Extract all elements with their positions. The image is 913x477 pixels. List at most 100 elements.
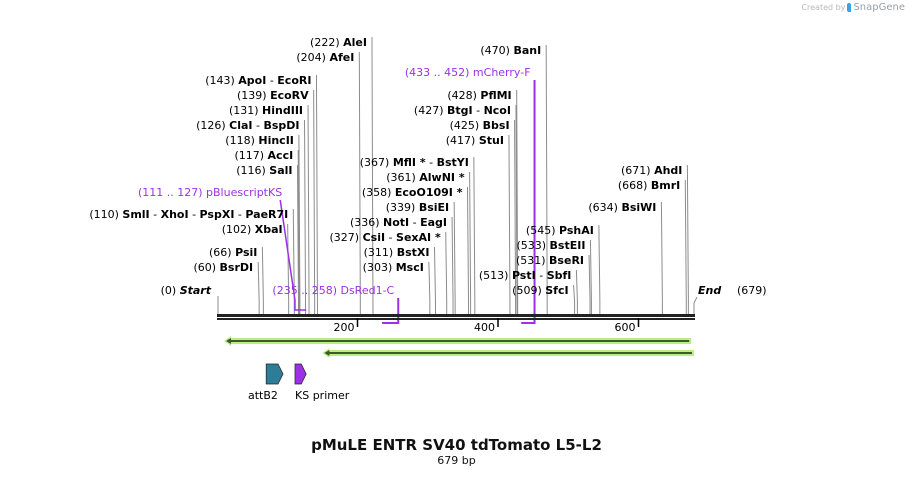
enzyme-name: BstXI xyxy=(397,246,430,259)
enzyme-name: PflMI xyxy=(480,89,511,102)
enzyme-label[interactable]: (427) BtgI - NcoI xyxy=(414,104,511,117)
primer-label[interactable]: (111 .. 127) pBluescriptKS xyxy=(138,186,282,199)
credit-prefix: Created by xyxy=(801,3,846,12)
enzyme-name: EcoRV xyxy=(270,89,309,102)
enzyme-label[interactable]: (66) PsiI xyxy=(209,246,257,259)
enzyme-position: (417) xyxy=(446,134,479,147)
enzyme-position: (533) xyxy=(516,239,549,252)
enzyme-name: XhoI xyxy=(161,208,189,221)
bottom-strand xyxy=(217,318,695,320)
enzyme-name: ClaI xyxy=(229,119,252,132)
enzyme-label[interactable]: (139) EcoRV xyxy=(237,89,309,102)
enzyme-leader xyxy=(428,261,431,314)
enzyme-name: BstYI xyxy=(437,156,469,169)
enzyme-label[interactable]: (339) BsiEI xyxy=(386,201,449,214)
enzyme-name: CsiI xyxy=(363,231,385,244)
enzyme-name: SalI xyxy=(269,164,292,177)
enzyme-name: AccI xyxy=(268,149,294,162)
enzyme-position: (143) xyxy=(205,74,238,87)
top-strand xyxy=(217,314,695,317)
enzyme-label[interactable]: (327) CsiI - SexAI * xyxy=(330,231,441,244)
enzyme-label[interactable]: (102) XbaI xyxy=(222,223,283,236)
enzyme-position: (513) xyxy=(479,269,512,282)
enzyme-position: (358) xyxy=(362,186,395,199)
enzyme-name: BbsI xyxy=(483,119,510,132)
enzyme-leader xyxy=(684,179,687,314)
thin-feature-arrow[interactable] xyxy=(322,348,694,358)
enzyme-label[interactable]: (668) BmrI xyxy=(618,179,680,192)
enzyme-position: (427) xyxy=(414,104,447,117)
name-separator: - xyxy=(426,156,437,169)
enzyme-label[interactable]: (545) PshAI xyxy=(526,224,594,237)
enzyme-label[interactable]: (470) BanI xyxy=(480,44,541,57)
dna-backbone xyxy=(217,314,695,320)
enzyme-label[interactable]: (531) BseRI xyxy=(516,254,584,267)
enzyme-label[interactable]: (417) StuI xyxy=(446,134,504,147)
enzyme-name: EcoRI xyxy=(277,74,311,87)
enzyme-leader xyxy=(313,89,316,314)
enzyme-name: AleI xyxy=(343,36,367,49)
enzyme-label[interactable]: (143) ApoI - EcoRI xyxy=(205,74,311,87)
enzyme-position: (131) xyxy=(229,104,262,117)
enzyme-name: PsiI xyxy=(235,246,257,259)
primer-bracket xyxy=(382,298,400,324)
start-label: (0) Start xyxy=(161,284,212,297)
map-length: 679 bp xyxy=(437,454,476,467)
enzyme-label[interactable]: (428) PflMI xyxy=(447,89,511,102)
enzyme-label[interactable]: (60) BsrDI xyxy=(193,261,253,274)
primer-label[interactable]: (235 .. 258) DsRed1-C xyxy=(272,284,394,297)
enzyme-label[interactable]: (513) PstI - SbfI xyxy=(479,269,572,282)
enzyme-leader xyxy=(589,239,592,314)
enzyme-label[interactable]: (303) MscI xyxy=(363,261,424,274)
enzyme-label[interactable]: (425) BbsI xyxy=(450,119,510,132)
enzyme-name: AhdI xyxy=(654,164,682,177)
enzyme-leader xyxy=(451,216,454,314)
enzyme-label[interactable]: (634) BsiWI xyxy=(588,201,656,214)
enzyme-position: (367) xyxy=(360,156,393,169)
enzyme-label[interactable]: (311) BstXI xyxy=(364,246,430,259)
enzyme-label[interactable]: (367) MflI * - BstYI xyxy=(360,156,469,169)
enzyme-position: (425) xyxy=(450,119,483,132)
primer-lines xyxy=(279,80,536,324)
enzyme-position: (139) xyxy=(237,89,270,102)
enzyme-label[interactable]: (222) AleI xyxy=(310,36,367,49)
enzyme-label[interactable]: (110) SmlI - XhoI - PspXI - PaeR7I xyxy=(89,208,288,221)
primer-label[interactable]: (433 .. 452) mCherry-F xyxy=(405,66,531,79)
enzyme-label[interactable]: (336) NotI - EagI xyxy=(350,216,447,229)
enzyme-label[interactable]: (509) SfcI xyxy=(512,284,568,297)
enzyme-label[interactable]: (126) ClaI - BspDI xyxy=(196,119,299,132)
enzyme-position: (428) xyxy=(447,89,480,102)
enzyme-position: (204) xyxy=(296,51,329,64)
enzyme-label[interactable]: (118) HincII xyxy=(225,134,294,147)
thin-feature-arrow[interactable] xyxy=(224,336,692,346)
enzyme-name: BstEII xyxy=(550,239,586,252)
name-separator: - xyxy=(473,104,484,117)
enzyme-label[interactable]: (358) EcoO109I * xyxy=(362,186,463,199)
name-separator: - xyxy=(234,208,245,221)
feature-ks-primer[interactable]: KS primer xyxy=(294,363,350,402)
enzyme-label[interactable]: (116) SalI xyxy=(236,164,292,177)
thin-feature-line xyxy=(226,338,690,344)
enzyme-label[interactable]: (671) AhdI xyxy=(621,164,682,177)
name-separator: - xyxy=(253,119,264,132)
end-text: End xyxy=(698,284,721,297)
enzyme-name: BsiEI xyxy=(419,201,449,214)
enzyme-position: (118) xyxy=(225,134,258,147)
enzyme-position: (126) xyxy=(196,119,229,132)
enzyme-label[interactable]: (117) AccI xyxy=(234,149,293,162)
tick-label: 200 xyxy=(334,321,355,334)
name-separator: - xyxy=(266,74,277,87)
enzyme-label[interactable]: (533) BstEII xyxy=(516,239,585,252)
enzyme-label[interactable]: (204) AfeI xyxy=(296,51,354,64)
enzyme-leader xyxy=(516,89,519,314)
primer-range: (433 .. 452) xyxy=(405,66,473,79)
enzyme-name: HindIII xyxy=(262,104,303,117)
credit-brand: SnapGene xyxy=(853,2,905,13)
enzyme-label[interactable]: (131) HindIII xyxy=(229,104,303,117)
enzyme-leader xyxy=(371,36,374,314)
feature-attb2[interactable]: attB2 xyxy=(248,363,284,402)
enzyme-label[interactable]: (361) AlwNI * xyxy=(386,171,465,184)
enzyme-leader xyxy=(598,224,601,314)
feature-label: KS primer xyxy=(295,389,350,402)
